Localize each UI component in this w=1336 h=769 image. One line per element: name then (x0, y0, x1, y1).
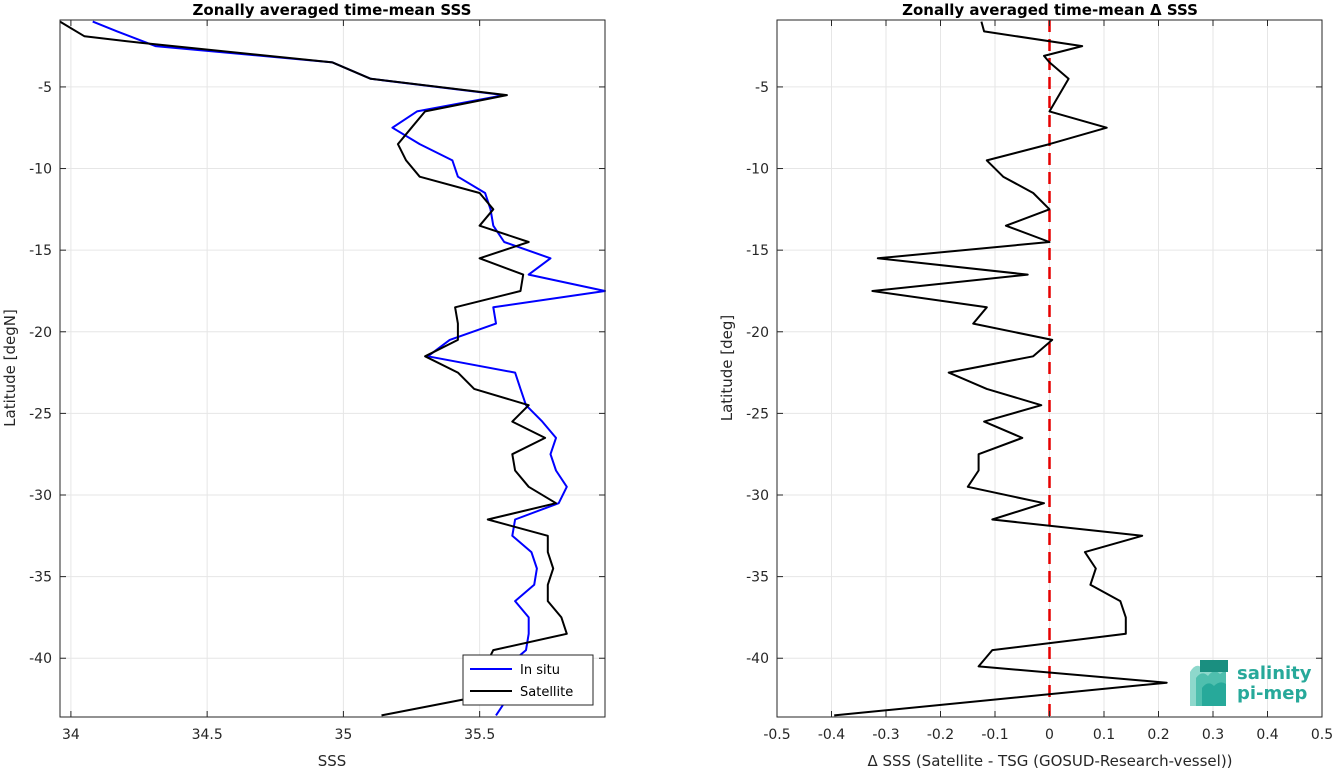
sss-y-tick-label: -30 (29, 488, 52, 504)
sss-y-tick-label: -25 (29, 406, 52, 422)
delta-sss-x-tick-label: -0.4 (818, 727, 845, 743)
delta-sss-series-lines (834, 20, 1168, 717)
sss-plot-area (60, 20, 605, 717)
delta-sss-x-tick-label: 0 (1045, 727, 1054, 743)
delta-sss-x-tick-label: 0.5 (1311, 727, 1333, 743)
delta-sss-y-tick-label: -40 (746, 651, 769, 667)
delta-sss-x-tick-label: -0.1 (981, 727, 1008, 743)
sss-y-tick-label: -40 (29, 651, 52, 667)
sss-y-tick-label: -5 (38, 80, 52, 96)
delta-sss-x-tick-label: -0.3 (872, 727, 899, 743)
sss-y-tick-label: -10 (29, 162, 52, 178)
sss-ticks: 34 34.5 35 35.5 -5 -10 -15 -20 -25 -30 -35 -40 (29, 20, 605, 743)
sss-panel: 34 34.5 35 35.5 -5 -10 -15 -20 -25 -30 -35 -40 Zona… (1, 1, 606, 769)
sss-x-tick-label: 34 (62, 727, 80, 743)
sss-y-axis-label: Latitude [degN] (1, 309, 19, 427)
delta-sss-chart-title: Zonally averaged time-mean Δ SSS (902, 1, 1198, 19)
delta-sss-x-axis-label: Δ SSS (Satellite - TSG (GOSUD-Research-v… (867, 752, 1232, 769)
delta-sss-x-tick-label: -0.5 (763, 727, 790, 743)
delta-sss-x-tick-label: 0.4 (1256, 727, 1278, 743)
sss-y-tick-label: -20 (29, 325, 52, 341)
delta-sss-y-tick-label: -10 (746, 162, 769, 178)
delta-sss-y-tick-label: -15 (746, 243, 769, 259)
sss-series-line-satellite (59, 20, 568, 717)
delta-sss-panel: -0.5 -0.4 -0.3 -0.2 -0.1 0 0.1 0.2 0.3 0.4 0.5 -5 -1… (718, 1, 1333, 769)
delta-sss-x-tick-label: 0.2 (1147, 727, 1169, 743)
salinity-pi-mep-logo: salinity pi-mep (1190, 660, 1312, 706)
legend-label-satellite: Satellite (520, 685, 573, 700)
delta-sss-y-tick-label: -35 (746, 570, 769, 586)
logo-text-salinity: salinity (1237, 663, 1312, 684)
delta-sss-y-axis-label: Latitude [deg] (718, 315, 736, 421)
sss-y-tick-label: -35 (29, 570, 52, 586)
logo-wave-icon (1190, 660, 1228, 706)
sss-x-tick-label: 35.5 (464, 727, 495, 743)
delta-sss-x-tick-label: 0.1 (1093, 727, 1115, 743)
delta-sss-y-tick-label: -25 (746, 406, 769, 422)
sss-grid (60, 20, 605, 717)
legend-label-in-situ: In situ (520, 663, 560, 678)
sss-series-lines (59, 20, 606, 717)
sss-x-tick-label: 34.5 (192, 727, 223, 743)
sss-x-axis-label: SSS (318, 752, 347, 769)
logo-text-pi-mep: pi-mep (1237, 683, 1307, 704)
delta-sss-ticks: -0.5 -0.4 -0.3 -0.2 -0.1 0 0.1 0.2 0.3 0.4 0.5 -5 -1… (746, 20, 1333, 743)
delta-sss-y-tick-label: -20 (746, 325, 769, 341)
sss-x-tick-label: 35 (334, 727, 352, 743)
delta-sss-y-tick-label: -5 (755, 80, 769, 96)
delta-sss-series-line-difference (834, 21, 1168, 717)
sss-axes-box (59, 19, 606, 718)
sss-chart-title: Zonally averaged time-mean SSS (193, 1, 472, 19)
delta-sss-x-tick-label: -0.2 (927, 727, 954, 743)
legend-box (462, 654, 594, 706)
delta-sss-y-tick-label: -30 (746, 488, 769, 504)
sss-y-tick-label: -15 (29, 243, 52, 259)
sss-series-line-in-situ (92, 20, 606, 716)
delta-sss-x-tick-label: 0.3 (1202, 727, 1224, 743)
sss-legend: In situ Satellite (462, 654, 594, 706)
